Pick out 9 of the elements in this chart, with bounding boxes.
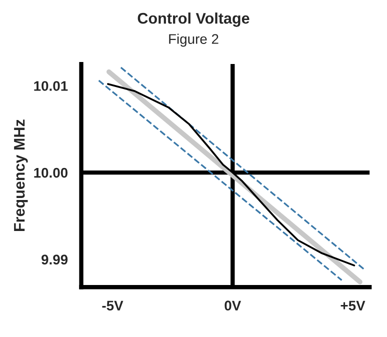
y-tick-label: 10.01 [34,81,68,91]
x-tick-label: +5V [340,300,366,311]
y-tick-label: 10.00 [34,168,68,178]
chart-title: Control Voltage [138,12,250,27]
y-tick-label: 9.99 [42,254,68,265]
x-tick-label: -5V [102,300,124,311]
chart-subtitle: Figure 2 [169,34,218,47]
x-tick-label: 0V [224,300,242,311]
y-axis-title: Frequency MHz [14,120,28,232]
